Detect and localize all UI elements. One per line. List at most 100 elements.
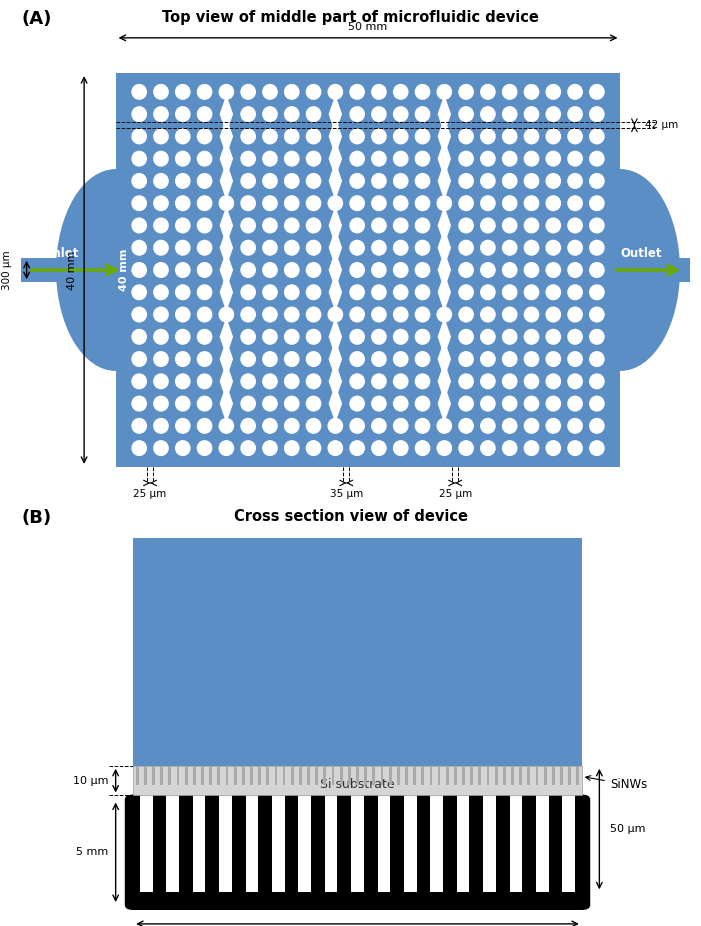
Ellipse shape bbox=[458, 351, 474, 367]
Polygon shape bbox=[329, 318, 342, 357]
Ellipse shape bbox=[524, 84, 539, 100]
Ellipse shape bbox=[349, 351, 365, 367]
Ellipse shape bbox=[262, 351, 278, 367]
Polygon shape bbox=[219, 384, 233, 423]
Ellipse shape bbox=[589, 307, 605, 322]
Ellipse shape bbox=[306, 84, 321, 100]
Ellipse shape bbox=[262, 195, 278, 211]
Text: 42 μm: 42 μm bbox=[645, 120, 678, 131]
Ellipse shape bbox=[524, 151, 539, 167]
Bar bbox=[21, 257, 116, 282]
Ellipse shape bbox=[502, 329, 517, 344]
Ellipse shape bbox=[567, 195, 583, 211]
Ellipse shape bbox=[458, 218, 474, 233]
Bar bbox=[470, 766, 473, 785]
Ellipse shape bbox=[524, 129, 539, 144]
Ellipse shape bbox=[240, 262, 256, 278]
Ellipse shape bbox=[306, 129, 321, 144]
Ellipse shape bbox=[371, 329, 387, 344]
Ellipse shape bbox=[502, 173, 517, 189]
Polygon shape bbox=[329, 384, 342, 423]
Ellipse shape bbox=[240, 373, 256, 389]
Polygon shape bbox=[219, 340, 233, 379]
Bar bbox=[562, 766, 575, 893]
Ellipse shape bbox=[437, 440, 452, 457]
Ellipse shape bbox=[284, 418, 299, 434]
Bar bbox=[446, 766, 449, 785]
Ellipse shape bbox=[240, 395, 256, 411]
Ellipse shape bbox=[175, 329, 191, 344]
Ellipse shape bbox=[589, 218, 605, 233]
Bar bbox=[168, 766, 171, 785]
Ellipse shape bbox=[131, 173, 147, 189]
Ellipse shape bbox=[545, 307, 561, 322]
Ellipse shape bbox=[284, 129, 299, 144]
Ellipse shape bbox=[458, 106, 474, 122]
Ellipse shape bbox=[349, 84, 365, 100]
Ellipse shape bbox=[393, 395, 409, 411]
Ellipse shape bbox=[567, 173, 583, 189]
Ellipse shape bbox=[262, 129, 278, 144]
Ellipse shape bbox=[524, 373, 539, 389]
Ellipse shape bbox=[284, 195, 299, 211]
Bar bbox=[510, 766, 522, 893]
Ellipse shape bbox=[262, 395, 278, 411]
Ellipse shape bbox=[284, 240, 299, 256]
Ellipse shape bbox=[545, 151, 561, 167]
Ellipse shape bbox=[197, 395, 212, 411]
Ellipse shape bbox=[306, 218, 321, 233]
Bar bbox=[144, 766, 147, 785]
Ellipse shape bbox=[393, 262, 409, 278]
Ellipse shape bbox=[480, 151, 496, 167]
Bar bbox=[266, 766, 269, 785]
Ellipse shape bbox=[240, 440, 256, 457]
Ellipse shape bbox=[567, 84, 583, 100]
Ellipse shape bbox=[502, 240, 517, 256]
Ellipse shape bbox=[589, 395, 605, 411]
Ellipse shape bbox=[393, 173, 409, 189]
Ellipse shape bbox=[284, 440, 299, 457]
Ellipse shape bbox=[567, 351, 583, 367]
Text: 40 mm: 40 mm bbox=[119, 249, 129, 291]
Ellipse shape bbox=[561, 169, 680, 371]
Ellipse shape bbox=[306, 262, 321, 278]
Ellipse shape bbox=[415, 351, 430, 367]
Ellipse shape bbox=[415, 307, 430, 322]
Ellipse shape bbox=[153, 106, 169, 122]
Ellipse shape bbox=[327, 440, 343, 457]
Ellipse shape bbox=[480, 173, 496, 189]
Ellipse shape bbox=[262, 106, 278, 122]
Ellipse shape bbox=[262, 262, 278, 278]
Ellipse shape bbox=[567, 240, 583, 256]
Bar bbox=[381, 766, 383, 785]
Ellipse shape bbox=[371, 284, 387, 300]
Ellipse shape bbox=[458, 329, 474, 344]
Bar bbox=[620, 257, 690, 282]
Ellipse shape bbox=[480, 106, 496, 122]
Ellipse shape bbox=[131, 418, 147, 434]
Bar bbox=[511, 766, 514, 785]
Ellipse shape bbox=[524, 218, 539, 233]
Ellipse shape bbox=[589, 195, 605, 211]
Ellipse shape bbox=[284, 307, 299, 322]
Text: SiNWs: SiNWs bbox=[586, 776, 647, 792]
Ellipse shape bbox=[219, 440, 234, 457]
Bar bbox=[219, 766, 232, 893]
Ellipse shape bbox=[524, 262, 539, 278]
Ellipse shape bbox=[219, 418, 234, 434]
Ellipse shape bbox=[567, 307, 583, 322]
Ellipse shape bbox=[197, 218, 212, 233]
Polygon shape bbox=[329, 362, 342, 401]
Ellipse shape bbox=[545, 195, 561, 211]
Ellipse shape bbox=[589, 440, 605, 457]
Ellipse shape bbox=[415, 440, 430, 457]
Ellipse shape bbox=[393, 373, 409, 389]
Polygon shape bbox=[437, 273, 451, 312]
Ellipse shape bbox=[306, 173, 321, 189]
Ellipse shape bbox=[131, 395, 147, 411]
Ellipse shape bbox=[349, 151, 365, 167]
Ellipse shape bbox=[240, 195, 256, 211]
Ellipse shape bbox=[306, 307, 321, 322]
Ellipse shape bbox=[56, 169, 175, 371]
Ellipse shape bbox=[458, 129, 474, 144]
